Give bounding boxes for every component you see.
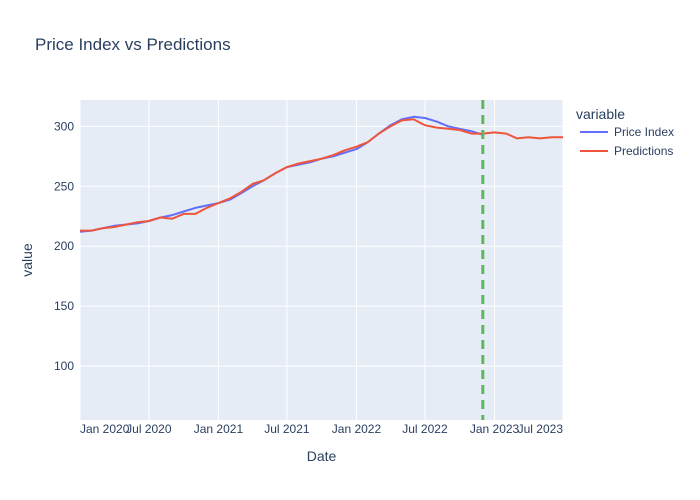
x-axis-label: Date	[307, 448, 337, 464]
y-tick-label: 100	[54, 359, 74, 373]
y-axis-label: value	[19, 243, 35, 277]
y-tick-label: 150	[54, 299, 74, 313]
x-tick-label: Jul 2020	[126, 422, 172, 436]
y-tick-label: 200	[54, 239, 74, 253]
x-tick-label: Jul 2021	[264, 422, 310, 436]
chart-title: Price Index vs Predictions	[35, 35, 231, 54]
legend: variable Price Index Predictions	[576, 106, 674, 158]
y-tick-label: 300	[54, 119, 74, 133]
legend-label-price-index: Price Index	[614, 125, 674, 139]
y-tick-label: 250	[54, 179, 74, 193]
plot-area	[80, 100, 563, 420]
x-tick-label: Jul 2022	[402, 422, 448, 436]
x-tick-label: Jan 2021	[194, 422, 244, 436]
legend-label-predictions: Predictions	[614, 144, 673, 158]
x-tick-label: Jan 2023	[470, 422, 520, 436]
x-tick-label: Jan 2022	[332, 422, 382, 436]
x-tick-label: Jan 2020	[80, 422, 130, 436]
x-tick-label: Jul 2023	[518, 422, 564, 436]
y-axis-ticks: 100 150 200 250 300	[54, 119, 74, 373]
grid	[79, 100, 564, 420]
legend-title: variable	[576, 106, 625, 122]
